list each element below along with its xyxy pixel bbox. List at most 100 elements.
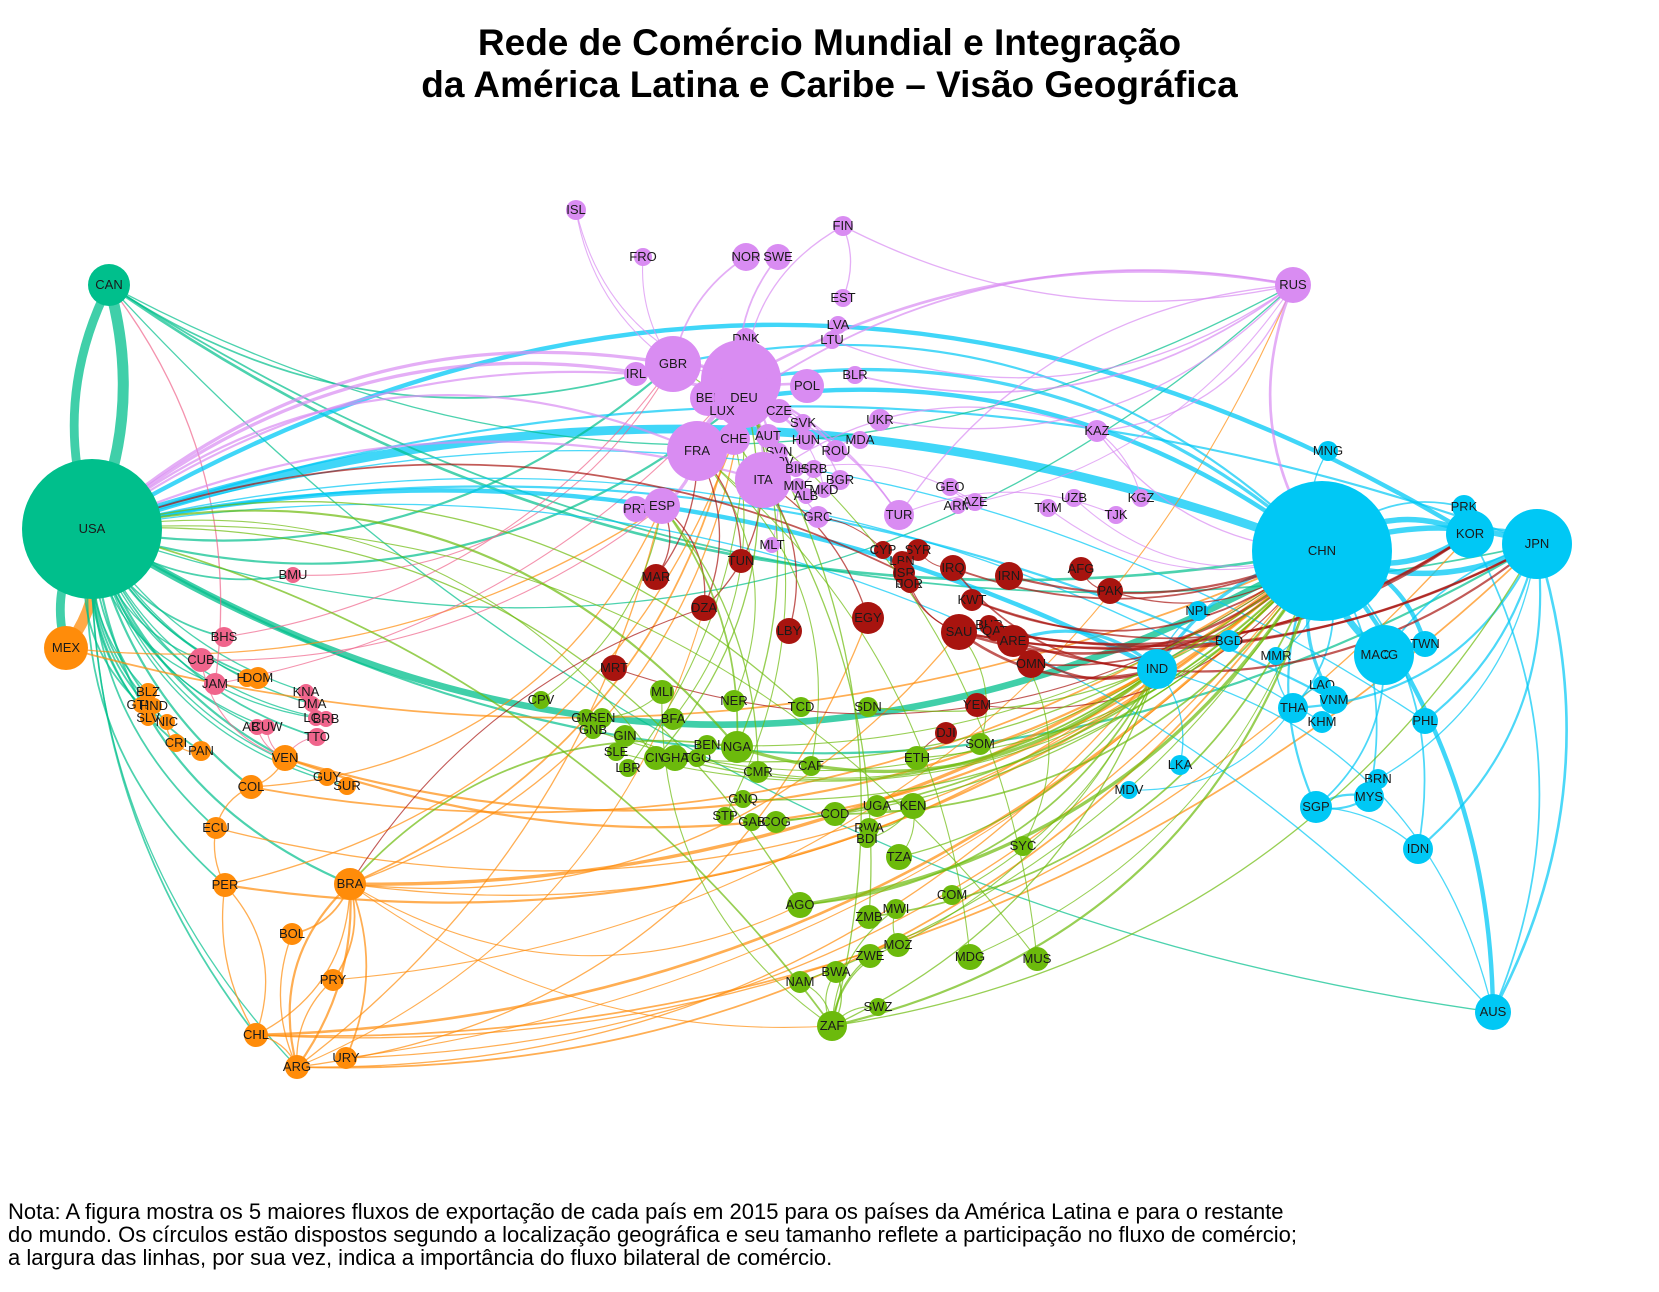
country-node-gnq: GNQ [728,790,758,808]
country-node-mdv: MDV [1115,781,1144,799]
country-circle [214,627,234,647]
country-label: ZMB [855,909,882,924]
country-node-irn: IRN [995,562,1023,590]
country-circle [1025,947,1049,971]
trade-edge-bol-arg [279,933,298,1068]
country-node-ukr: UKR [866,409,894,431]
country-label: PAN [188,743,214,758]
country-circle [1267,647,1285,665]
country-label: MUS [1023,951,1052,966]
country-circle [247,667,269,689]
country-node-mkd: MKD [810,482,838,498]
country-label: MEX [52,640,81,655]
country-node-gnb: GNB [579,721,607,739]
country-label: MWI [883,901,910,916]
country-node-mng: MNG [1313,441,1343,461]
trade-edge-zaf-jpn [831,543,1538,1027]
trade-edge-usa-arg [90,528,298,1068]
country-label: GAB [738,814,765,829]
country-label: NAM [786,974,815,989]
country-node-tha: THA [1278,693,1308,723]
trade-edge-usa-jpn [90,527,1539,755]
country-circle [789,971,811,993]
country-circle [566,200,586,220]
country-label: BLR [842,367,867,382]
country-node-irq: IRQ [940,555,966,581]
country-circle [767,399,791,423]
trade-edge-isr-usa [91,463,905,574]
country-circle [941,478,959,496]
country-node-phl: PHL [1412,708,1438,734]
country-node-est: EST [830,289,856,307]
country-node-ner: NER [720,690,748,712]
country-node-slv: SLV [136,710,160,726]
trade-edge-bra-zaf [349,883,833,1028]
trade-edge-ben-chn [706,550,1323,747]
country-label: PER [212,877,239,892]
country-circle [1318,441,1338,461]
country-circle [787,892,813,918]
country-node-cyp: CYP [870,541,897,559]
country-label: TWN [1410,636,1440,651]
country-label: TUN [728,553,755,568]
country-circle [272,745,298,771]
country-label: BLZ [136,684,160,699]
trade-edge-nga-esp [661,505,739,748]
country-circle [900,793,926,819]
country-label: ESP [649,498,675,513]
country-label: HUN [792,432,820,447]
country-label: IRN [998,568,1020,583]
trade-edge-ago-ind [799,668,1158,906]
country-node-cog: COG [761,811,791,833]
trade-edge-sdn-chn [867,550,1323,713]
country-label: CAF [798,758,824,773]
country-circle [884,500,914,530]
trade-edge-rus-deu [743,269,1294,399]
country-label: ETH [904,750,930,765]
country-node-lux: LUX [709,402,735,420]
country-node-jam: JAM [202,673,228,695]
country-circle [697,735,717,755]
country-label: JPN [1525,536,1550,551]
country-label: SOM [965,736,995,751]
country-label: CYP [870,542,897,557]
country-label: DJI [936,725,956,740]
country-circle [1013,836,1033,856]
country-node-guy: GUY [313,768,341,786]
country-label: LBY [777,623,802,638]
country-node-pan: PAN [188,741,214,761]
country-node-arg: ARG [283,1055,311,1079]
trade-edge-civ-nld [655,379,760,759]
trade-edge-tjk-tur [898,491,1117,516]
trade-edge-cog-chn [775,550,1323,823]
country-label: CAN [95,277,122,292]
country-node-vnm: VNM [1320,686,1348,714]
country-node-ven: VEN [272,745,298,771]
country-node-geo: GEO [936,478,964,496]
country-label: TKM [1034,500,1061,515]
country-circle [1120,781,1138,799]
trade-edge-usa-gbr [90,362,675,542]
country-label: BGR [826,472,854,487]
trade-edge-zaf-chn [830,549,1324,1028]
trade-edge-bra-arg [288,882,352,1069]
country-node-pry: PRY [320,969,347,991]
trade-edge-ltu-rus [831,284,1294,379]
country-circle [788,461,804,477]
trade-edge-cub-ven [200,659,286,759]
country-circle [204,673,226,695]
country-label: LBR [615,760,640,775]
country-label: SLE [604,744,629,759]
country-label: KGZ [1128,490,1155,505]
country-node-mar: MAR [642,564,670,590]
trade-network-graph: CANUSAMEXBLZGTMHNDSLVNICCRIPANCOLVENECUP… [22,200,1572,1079]
country-circle [191,741,211,761]
country-node-twn: TWN [1410,631,1440,657]
country-node-kwt: KWT [958,589,986,611]
country-label: NGA [723,739,752,754]
country-circle [942,885,962,905]
country-label: KHM [1308,714,1337,729]
country-circle [866,795,888,817]
country-label: SLV [136,710,160,725]
country-node-cod: COD [821,802,849,826]
